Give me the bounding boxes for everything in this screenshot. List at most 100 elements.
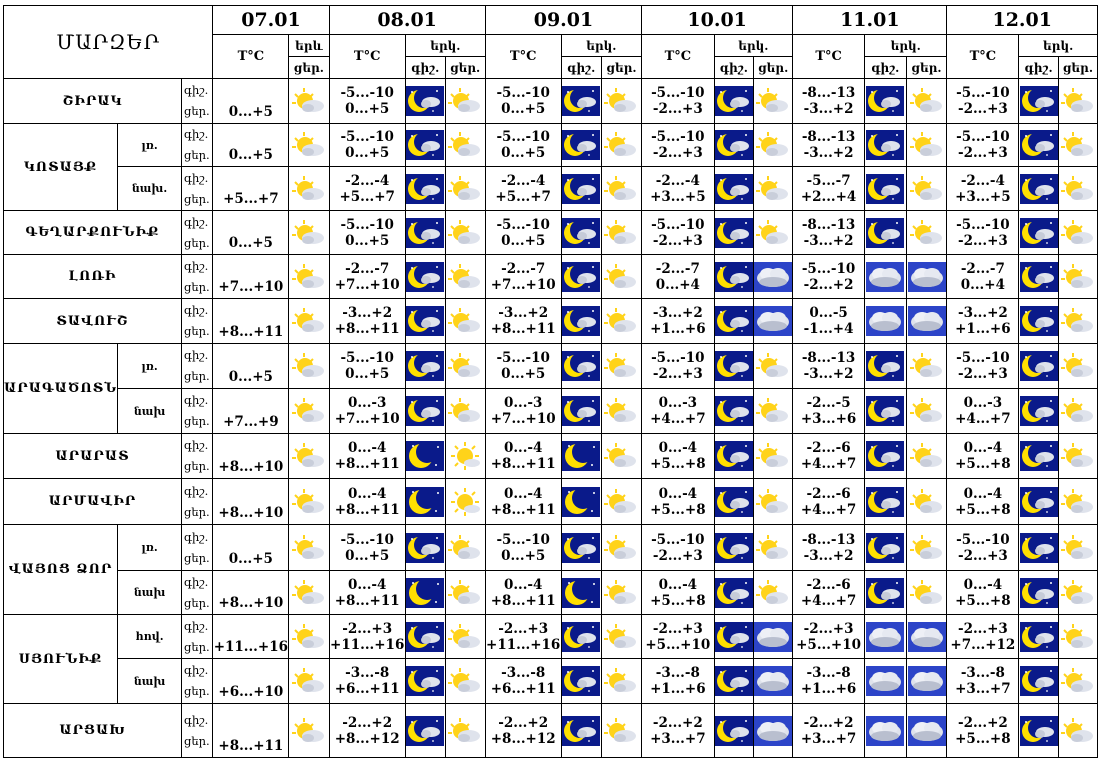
night-temp: 0...-3 (658, 395, 698, 411)
region-label: ԱՐԱՐԱՏ (55, 448, 130, 464)
moon-cloud-icon (866, 351, 905, 381)
sun-cloud-icon (291, 443, 324, 467)
temp-cell: -3...-8 +1...+6 (641, 658, 715, 704)
night-day-label: գիշ. ցեր. (180, 254, 214, 299)
night-temp: 0...-5 (809, 305, 848, 321)
temp-cell: 0...-4 +5...+8 (946, 570, 1020, 615)
temp-cell: 0...-4 +5...+8 (641, 570, 715, 615)
night-temp: -3...-8 (345, 665, 390, 681)
night-temp: 0...-3 (963, 395, 1003, 411)
temp-header: T°C (328, 34, 406, 79)
night-icon (404, 703, 446, 758)
region-name: ՍՅՈՒՆԻՔ (2, 614, 119, 704)
night-icon (560, 388, 602, 434)
temp-cell: -2...+2 +3...+7 (641, 703, 715, 758)
day-icon (1057, 166, 1098, 211)
temp-cell: 0...-4 +5...+8 (641, 478, 715, 525)
night-temp: -2...-6 (806, 485, 851, 502)
day-icon (905, 78, 948, 124)
night-icon (1018, 343, 1059, 389)
night-icon (560, 254, 602, 299)
cloud-icon (754, 621, 792, 652)
day-temp: 0...+5 (345, 145, 390, 161)
day1-temp: 0...+5 (212, 78, 290, 124)
temp-cell: -2...+2 +8...+12 (484, 703, 562, 758)
night-temp: -5...-10 (496, 531, 550, 548)
sun-cloud-icon (909, 175, 942, 200)
sun-cloud-icon (909, 443, 942, 467)
sun-cloud-icon (604, 488, 637, 513)
sun-cloud-icon (604, 263, 637, 288)
day-temp: 0...+5 (501, 101, 546, 117)
night-subheader: գիշ. (560, 56, 602, 79)
night-temp: -3...-8 (960, 665, 1005, 681)
sun-cloud-icon (291, 717, 324, 742)
night-day-label: գիշ. ցեր. (180, 524, 214, 571)
sun-cloud-icon (604, 308, 637, 332)
day-temp: +5...+8 (650, 592, 706, 609)
day-icon (600, 433, 643, 479)
night-temp: -2...-7 (960, 260, 1005, 277)
night-icon (1018, 210, 1059, 255)
day-temp: +4...+7 (650, 411, 706, 427)
sun-cloud-icon (1060, 175, 1093, 200)
temp-cell: -2...+3 +5...+10 (792, 614, 865, 659)
night-icon (404, 478, 446, 525)
night-icon (1018, 658, 1059, 704)
moon-cloud-icon (406, 86, 445, 116)
night-icon (713, 658, 755, 704)
moon-cloud-icon (715, 173, 753, 204)
day1-icon (288, 298, 330, 344)
sun-cloud-icon (1060, 623, 1093, 648)
day-temp: +1...+6 (955, 321, 1011, 337)
night-icon (404, 254, 446, 299)
subregion-name: նախ. (117, 166, 182, 211)
day-icon (753, 524, 794, 571)
temp-cell: -3...+2 +8...+11 (328, 298, 406, 344)
day-temp: -1...+4 (803, 321, 854, 337)
moon-icon (406, 486, 445, 517)
moon-cloud-icon (562, 396, 601, 426)
day-temp: -3...+2 (803, 145, 854, 161)
day-icon (905, 343, 948, 389)
temp-cell: 0...-4 +5...+8 (946, 478, 1020, 525)
day-label: ցեր. (184, 504, 210, 519)
day-temp: +4...+7 (800, 456, 857, 472)
day-icon (753, 570, 794, 615)
day-icon (905, 433, 948, 479)
day-temp: +7...+10 (490, 276, 556, 293)
cloud-icon (907, 666, 946, 696)
date-header-4: 10.01 (641, 5, 794, 35)
night-icon (560, 78, 602, 124)
table-row: նախ գիշ. ցեր. +6...+10 -3...-8 +6...+11 -3...-… (4, 658, 1098, 704)
night-temp: -2...+3 (652, 620, 703, 637)
night-temp: -2...+2 (498, 714, 549, 731)
night-day-label: գիշ. ցեր. (180, 123, 214, 167)
day-temp: +3...+7 (800, 730, 857, 747)
temp-cell: 0...-4 +8...+11 (484, 478, 562, 525)
moon-icon (562, 486, 601, 517)
cloud-icon (866, 621, 905, 652)
day-temp: +1...+6 (800, 681, 857, 697)
night-temp: 0...-4 (503, 485, 543, 502)
temp-cell: 0...-4 +8...+11 (484, 570, 562, 615)
night-icon (1018, 614, 1059, 659)
night-icon (404, 343, 446, 389)
moon-cloud-icon (562, 532, 601, 563)
night-icon (404, 210, 446, 255)
night-temp: 0...-4 (658, 576, 698, 593)
day1-temp: +8...+11 (212, 298, 290, 344)
moon-cloud-icon (866, 441, 905, 471)
region-label: ԿՈՏԱՅՔ (23, 159, 98, 175)
night-icon (863, 210, 907, 255)
night-day-label: գիշ. ցեր. (180, 343, 214, 389)
sun-cloud-icon (448, 534, 481, 559)
region-label: ԱՐԱԳԱԾՈՏՆ (4, 381, 118, 396)
day-icon (444, 614, 486, 659)
moon-cloud-icon (715, 396, 753, 426)
night-icon (404, 614, 446, 659)
temp-cell: 0...-5 -1...+4 (792, 298, 865, 344)
sun-cloud-icon (291, 353, 324, 377)
day-icon (444, 210, 486, 255)
night-icon (713, 343, 755, 389)
